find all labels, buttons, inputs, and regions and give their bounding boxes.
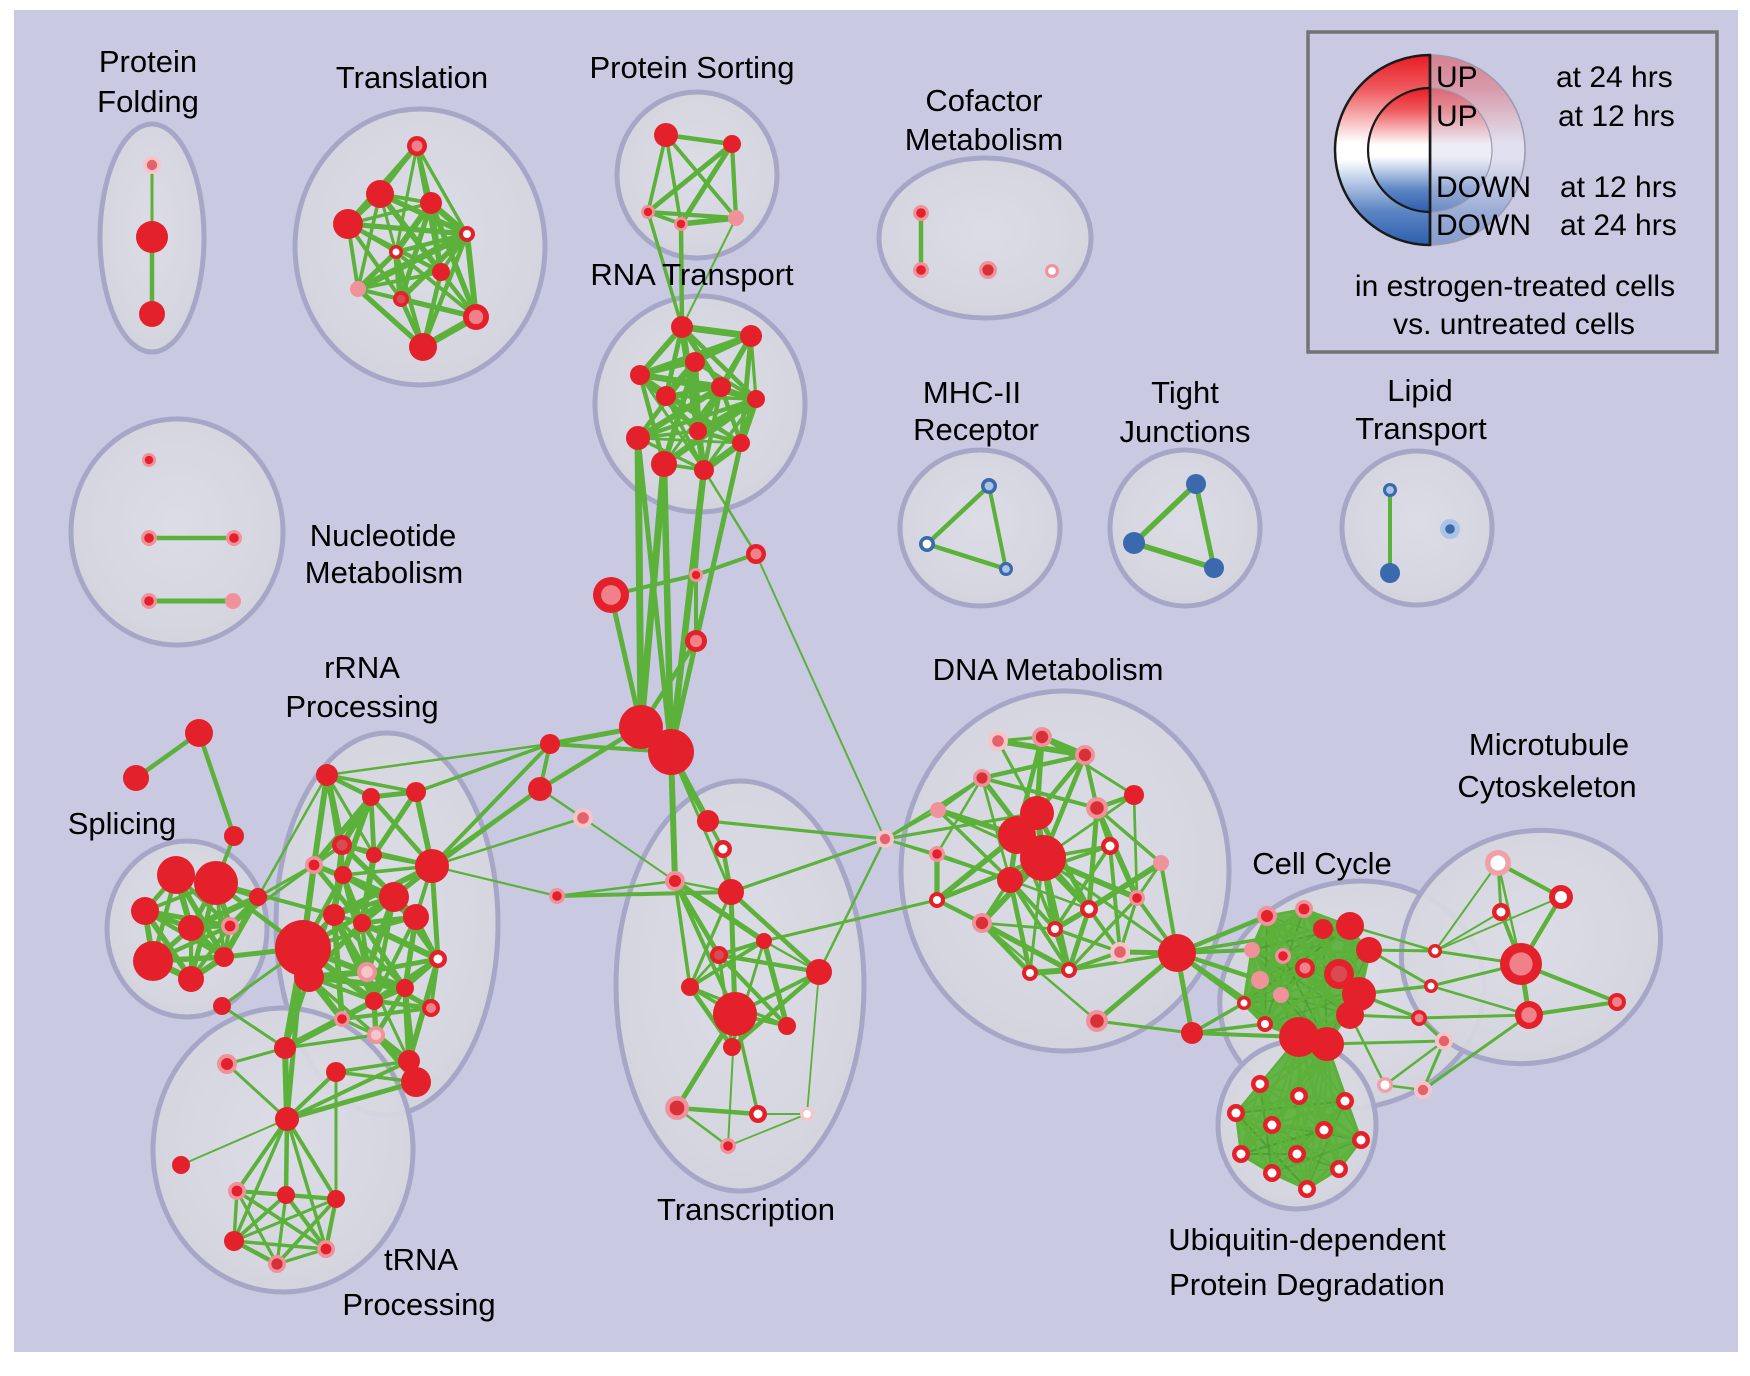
svg-text:at 24 hrs: at 24 hrs <box>1560 209 1677 242</box>
svg-text:Lipid: Lipid <box>1387 373 1453 408</box>
svg-text:MHC-II: MHC-II <box>923 375 1021 410</box>
svg-text:Processing: Processing <box>285 689 438 724</box>
svg-text:at 12 hrs: at 12 hrs <box>1560 171 1677 204</box>
svg-text:Nucleotide: Nucleotide <box>310 518 456 553</box>
svg-text:Cytoskeleton: Cytoskeleton <box>1457 769 1636 804</box>
svg-text:tRNA: tRNA <box>384 1242 458 1277</box>
svg-text:UP: UP <box>1436 100 1478 133</box>
svg-text:DNA Metabolism: DNA Metabolism <box>933 652 1164 687</box>
svg-text:Ubiquitin-dependent: Ubiquitin-dependent <box>1168 1222 1446 1257</box>
svg-text:UP: UP <box>1436 61 1478 94</box>
svg-text:Protein Sorting: Protein Sorting <box>589 50 794 85</box>
svg-text:Protein: Protein <box>99 44 197 79</box>
svg-text:DOWN: DOWN <box>1436 171 1531 204</box>
svg-text:Metabolism: Metabolism <box>905 122 1064 157</box>
svg-text:rRNA: rRNA <box>324 650 400 685</box>
svg-text:Protein Degradation: Protein Degradation <box>1169 1267 1445 1302</box>
svg-text:Processing: Processing <box>342 1287 495 1322</box>
svg-text:Translation: Translation <box>336 60 488 95</box>
svg-text:Junctions: Junctions <box>1120 414 1251 449</box>
svg-text:DOWN: DOWN <box>1436 209 1531 242</box>
svg-text:Cell Cycle: Cell Cycle <box>1252 846 1392 881</box>
svg-text:Microtubule: Microtubule <box>1469 727 1629 762</box>
svg-text:Splicing: Splicing <box>68 806 177 841</box>
svg-text:in estrogen-treated cells: in estrogen-treated cells <box>1355 270 1675 303</box>
svg-text:Transport: Transport <box>1355 411 1487 446</box>
svg-text:Metabolism: Metabolism <box>305 555 464 590</box>
svg-text:RNA Transport: RNA Transport <box>590 257 794 292</box>
svg-text:Tight: Tight <box>1151 375 1219 410</box>
svg-text:Transcription: Transcription <box>657 1192 835 1227</box>
svg-text:vs. untreated cells: vs. untreated cells <box>1393 308 1635 341</box>
svg-text:Folding: Folding <box>97 84 199 119</box>
svg-text:at 24 hrs: at 24 hrs <box>1556 61 1673 94</box>
svg-text:Cofactor: Cofactor <box>925 83 1042 118</box>
svg-text:at 12 hrs: at 12 hrs <box>1558 100 1675 133</box>
svg-text:Receptor: Receptor <box>913 412 1039 447</box>
